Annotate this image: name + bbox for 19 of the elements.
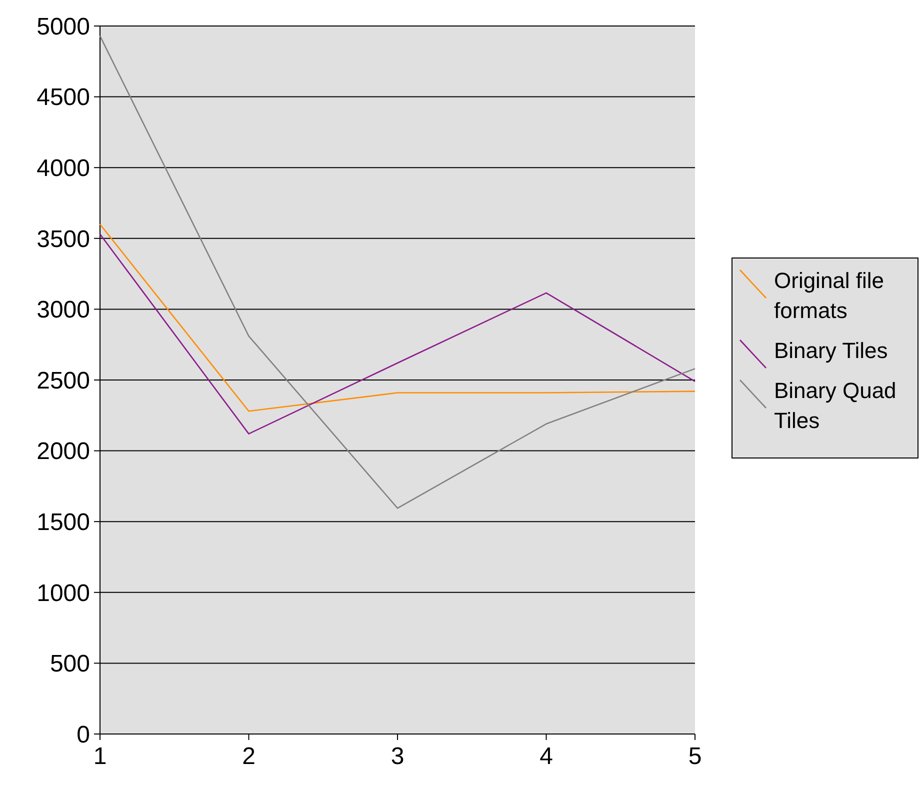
x-tick-label: 2 bbox=[242, 743, 256, 770]
y-tick-label: 0 bbox=[76, 721, 90, 748]
x-tick-label: 1 bbox=[93, 743, 107, 770]
y-tick-label: 4000 bbox=[36, 155, 90, 182]
y-tick-label: 1500 bbox=[36, 509, 90, 536]
y-tick-label: 500 bbox=[50, 650, 90, 678]
y-tick-label: 4500 bbox=[36, 84, 90, 112]
y-tick-label: 3500 bbox=[36, 226, 90, 253]
x-tick-label: 3 bbox=[390, 743, 404, 770]
x-tick-label: 4 bbox=[540, 743, 553, 770]
y-tick-label: 5000 bbox=[36, 13, 90, 40]
y-tick-label: 2000 bbox=[36, 438, 90, 466]
legend-label: Binary Quad Tiles bbox=[774, 378, 896, 433]
legend-label: Binary Tiles bbox=[774, 338, 888, 363]
x-tick-label: 5 bbox=[688, 743, 702, 770]
y-tick-label: 2500 bbox=[36, 367, 90, 394]
legend-label: Original file formats bbox=[774, 268, 884, 323]
y-tick-label: 3000 bbox=[36, 296, 90, 324]
y-tick-label: 1000 bbox=[36, 580, 90, 607]
